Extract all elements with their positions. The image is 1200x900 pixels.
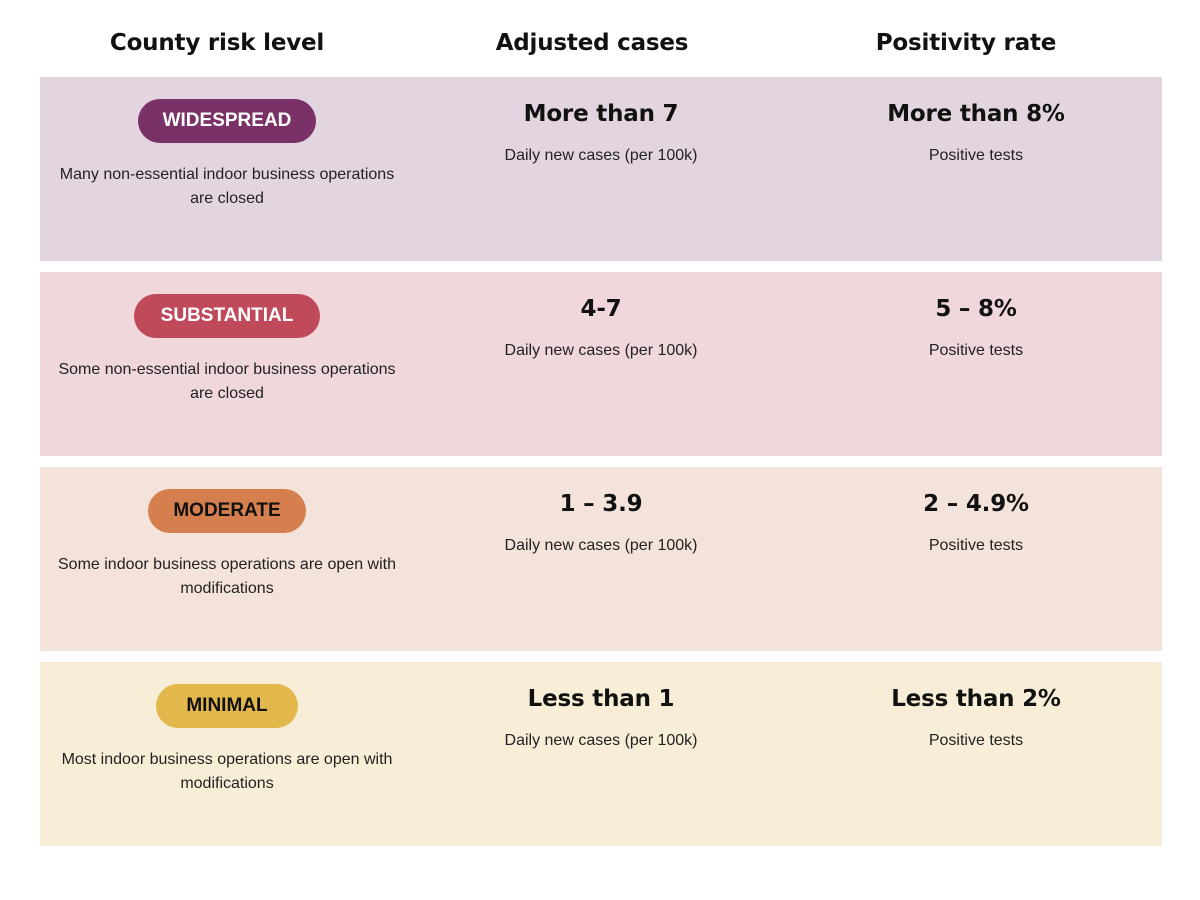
table-header: County risk level Adjusted cases Positiv… — [0, 30, 1200, 70]
cases-cell: 1 – 3.9 Daily new cases (per 100k) — [401, 467, 801, 556]
tier-row-moderate: MODERATE Some indoor business operations… — [40, 467, 1162, 651]
positivity-value: Less than 2% — [891, 686, 1061, 712]
header-positivity-rate: Positivity rate — [875, 30, 1057, 56]
positivity-cell: 2 – 4.9% Positive tests — [776, 467, 1176, 556]
risk-badge-minimal: MINIMAL — [156, 684, 298, 728]
tier-row-widespread: WIDESPREAD Many non-essential indoor bus… — [40, 77, 1162, 261]
risk-badge-moderate: MODERATE — [148, 489, 306, 533]
positivity-value: 2 – 4.9% — [923, 491, 1029, 517]
cases-caption: Daily new cases (per 100k) — [504, 537, 698, 554]
risk-badge-substantial: SUBSTANTIAL — [134, 294, 320, 338]
risk-cell: MINIMAL Most indoor business operations … — [27, 662, 427, 796]
positivity-caption: Positive tests — [928, 342, 1024, 359]
cases-cell: 4-7 Daily new cases (per 100k) — [401, 272, 801, 361]
risk-cell: WIDESPREAD Many non-essential indoor bus… — [27, 77, 427, 211]
risk-description: Many non-essential indoor business opera… — [59, 166, 395, 207]
cases-caption: Daily new cases (per 100k) — [504, 732, 698, 749]
cases-value: 1 – 3.9 — [559, 491, 643, 517]
risk-cell: MODERATE Some indoor business operations… — [27, 467, 427, 601]
positivity-caption: Positive tests — [928, 147, 1024, 164]
cases-value: More than 7 — [523, 101, 679, 127]
risk-description: Some non-essential indoor business opera… — [58, 361, 396, 402]
positivity-value: 5 – 8% — [935, 296, 1017, 322]
cases-caption: Daily new cases (per 100k) — [504, 147, 698, 164]
risk-badge-widespread: WIDESPREAD — [138, 99, 316, 143]
positivity-cell: More than 8% Positive tests — [776, 77, 1176, 166]
risk-cell: SUBSTANTIAL Some non-essential indoor bu… — [27, 272, 427, 406]
cases-value: 4-7 — [580, 296, 622, 322]
positivity-value: More than 8% — [887, 101, 1065, 127]
positivity-cell: 5 – 8% Positive tests — [776, 272, 1176, 361]
cases-cell: More than 7 Daily new cases (per 100k) — [401, 77, 801, 166]
positivity-cell: Less than 2% Positive tests — [776, 662, 1176, 751]
tier-row-minimal: MINIMAL Most indoor business operations … — [40, 662, 1162, 846]
risk-description: Some indoor business operations are open… — [58, 556, 396, 597]
tier-row-substantial: SUBSTANTIAL Some non-essential indoor bu… — [40, 272, 1162, 456]
header-adjusted-cases: Adjusted cases — [495, 30, 689, 56]
positivity-caption: Positive tests — [928, 537, 1024, 554]
risk-description: Most indoor business operations are open… — [61, 751, 393, 792]
header-risk-level: County risk level — [109, 30, 325, 56]
positivity-caption: Positive tests — [928, 732, 1024, 749]
cases-caption: Daily new cases (per 100k) — [504, 342, 698, 359]
cases-cell: Less than 1 Daily new cases (per 100k) — [401, 662, 801, 751]
cases-value: Less than 1 — [527, 686, 675, 712]
